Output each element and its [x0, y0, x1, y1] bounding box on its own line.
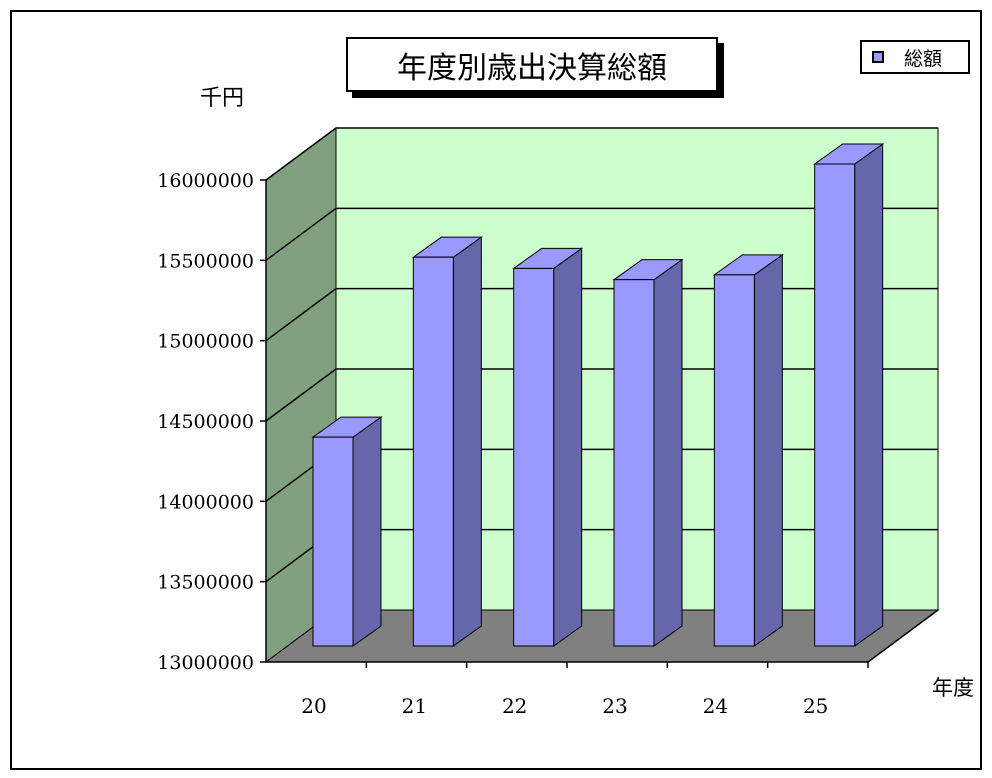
x-tick-label: 24: [703, 694, 728, 718]
bar-side: [452, 236, 482, 647]
bar-side: [653, 258, 683, 647]
bar: [713, 274, 755, 647]
y-tick-label: 15000000: [157, 331, 254, 353]
x-tick-label: 22: [502, 694, 527, 718]
bar-side: [854, 143, 884, 647]
y-tick-label: 13000000: [157, 652, 254, 674]
y-tick-label: 16000000: [157, 170, 254, 192]
bar-side: [553, 247, 583, 647]
y-tick-label: 14500000: [157, 411, 254, 433]
bar: [814, 163, 856, 647]
bar-side: [352, 416, 382, 647]
bar: [412, 256, 454, 647]
x-tick-label: 21: [402, 694, 427, 718]
x-tick-label: 25: [803, 694, 828, 718]
bar: [312, 436, 354, 647]
y-tick-label: 13500000: [157, 572, 254, 594]
x-tick-label: 20: [301, 694, 326, 718]
bar: [613, 279, 655, 647]
chart-title-box: 年度別歳出決算総額: [346, 37, 718, 92]
y-axis-label: 千円: [200, 86, 245, 111]
bar-side: [753, 253, 783, 647]
x-axis-depth-line: [867, 609, 939, 663]
gridline: [265, 207, 938, 261]
gridline: [265, 127, 938, 181]
x-axis-label: 年度: [932, 676, 974, 700]
x-tick-label: 23: [602, 694, 627, 718]
y-tick-label: 14000000: [157, 491, 254, 513]
chart-title: 年度別歳出決算総額: [397, 50, 667, 86]
legend-swatch: [872, 51, 884, 63]
bar: [513, 267, 555, 647]
legend-label: 総額: [904, 47, 943, 70]
y-tick-label: 15500000: [157, 250, 254, 272]
legend: 総額: [860, 40, 970, 74]
